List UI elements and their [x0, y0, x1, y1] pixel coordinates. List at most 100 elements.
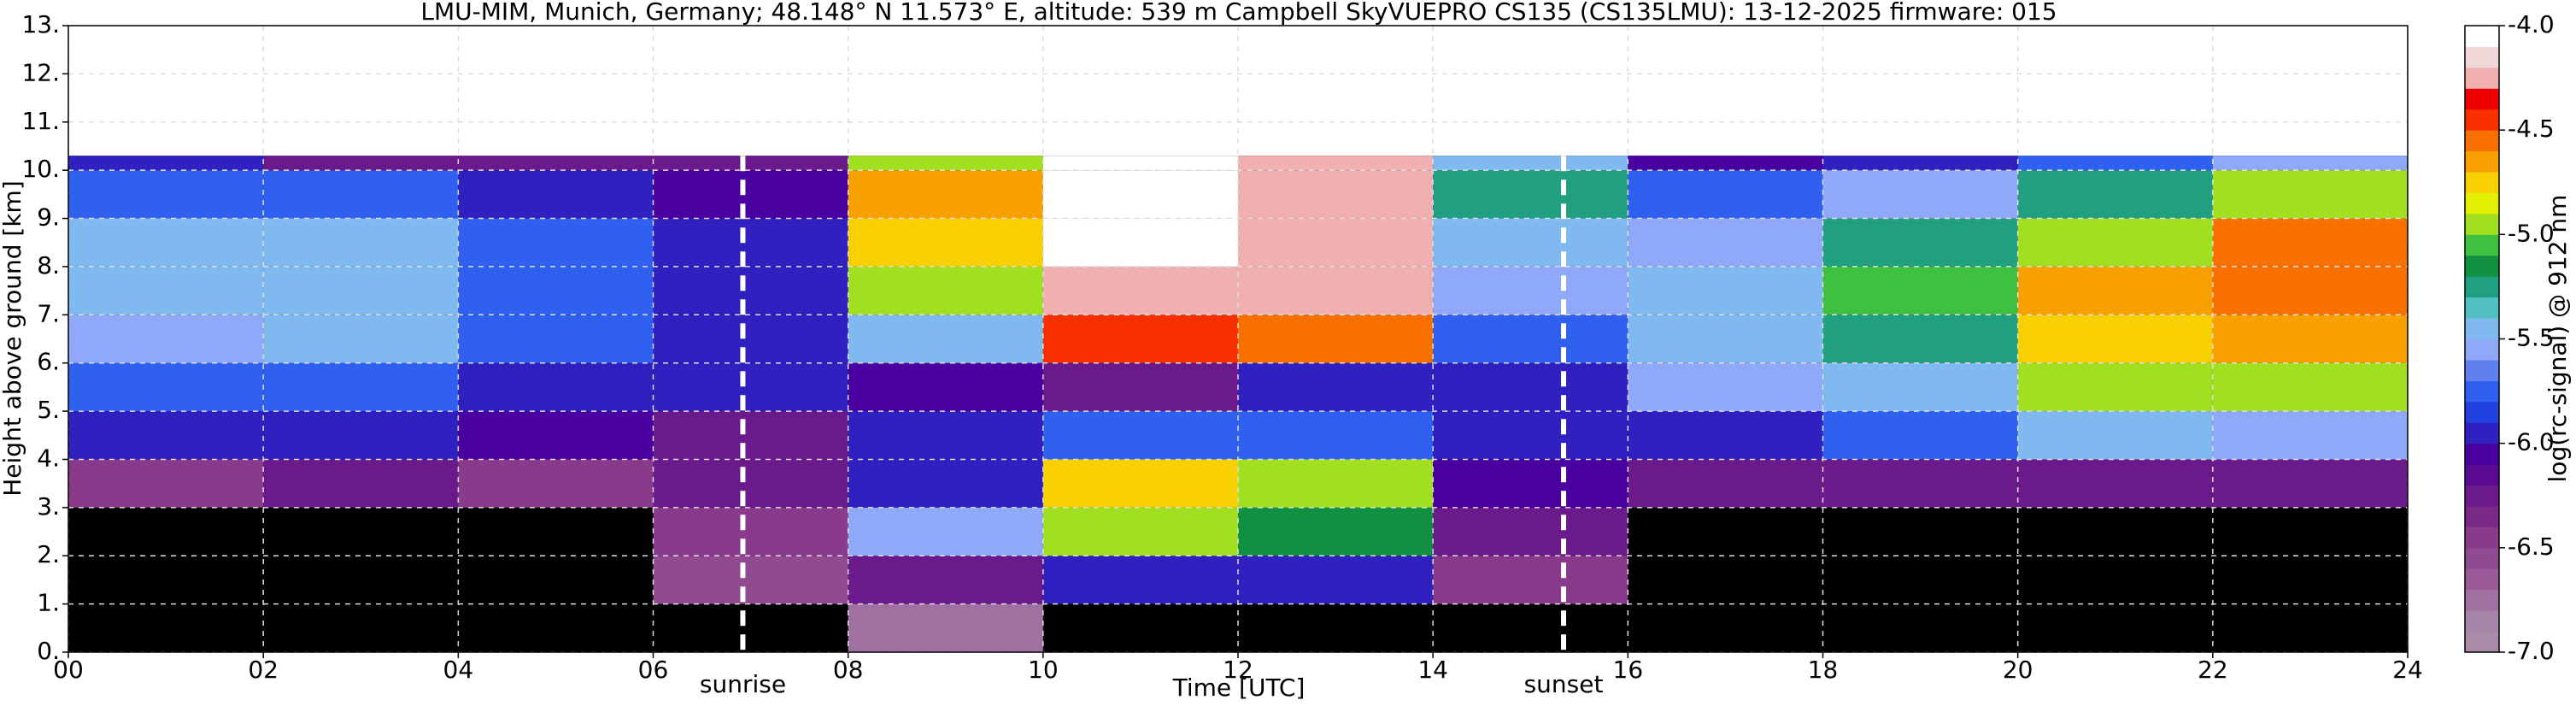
colorbar-tick-label: -5.5	[2508, 324, 2555, 352]
colorbar-swatch	[2465, 46, 2499, 68]
heat-cell	[1433, 556, 1628, 604]
colorbar-swatch	[2465, 505, 2499, 527]
heat-cell	[2212, 315, 2408, 363]
y-tick-label: 7.	[37, 299, 60, 327]
heat-cell	[458, 315, 654, 363]
heat-cell	[1822, 315, 2018, 363]
heat-cell	[263, 266, 459, 315]
heat-cell	[653, 266, 848, 315]
heat-cell	[263, 315, 459, 363]
heat-cell	[458, 411, 654, 460]
heat-cell	[1042, 218, 1238, 267]
heat-cell	[653, 218, 848, 267]
x-tick-label: 22	[2198, 656, 2228, 684]
heat-cell	[848, 507, 1043, 556]
colorbar-swatch	[2465, 318, 2499, 339]
x-tick-label: 14	[1417, 656, 1448, 684]
colorbar-tick-label: -5.0	[2508, 219, 2555, 247]
heat-cell	[653, 156, 848, 171]
x-axis-label: Time [UTC]	[1172, 674, 1306, 702]
heat-cell	[1628, 218, 1823, 267]
colorbar-swatch	[2465, 568, 2499, 591]
heat-cell	[2017, 362, 2213, 412]
heat-cell	[1042, 411, 1238, 460]
x-tick-label: 20	[2003, 656, 2033, 684]
heat-cell	[1238, 170, 1434, 219]
heat-cell	[2212, 459, 2408, 508]
y-tick-label: 11.	[21, 107, 60, 135]
heat-cell	[263, 362, 459, 412]
heat-cell	[1433, 411, 1628, 460]
heat-cell	[263, 459, 459, 508]
heat-cell	[1628, 266, 1823, 315]
x-tick-label: 12	[1223, 656, 1253, 684]
heat-cell	[653, 556, 848, 604]
y-tick-label: 13.	[21, 10, 60, 38]
sun-label: sunset	[1524, 670, 1604, 698]
heat-cell	[68, 218, 264, 267]
heat-cell	[1433, 156, 1628, 171]
heat-cell	[1433, 170, 1628, 219]
colorbar-swatch	[2465, 276, 2499, 298]
heat-cell	[2212, 170, 2408, 219]
heat-cell	[1042, 156, 1238, 171]
heat-cell	[848, 362, 1043, 412]
heat-cell	[1628, 459, 1823, 508]
heat-cell	[458, 362, 654, 412]
heat-cell	[1238, 507, 1434, 556]
colorbar-swatch	[2465, 109, 2499, 131]
y-tick-label: 3.	[37, 492, 60, 521]
heat-cell	[1238, 156, 1434, 171]
colorbar-swatch	[2465, 130, 2499, 152]
colorbar-swatch	[2465, 67, 2499, 89]
y-tick-label: 8.	[37, 251, 60, 279]
heat-cell	[1238, 556, 1434, 604]
colorbar-swatch	[2465, 443, 2499, 465]
y-tick-label: 10.	[21, 155, 60, 183]
heat-cell	[1433, 507, 1628, 556]
heat-cell	[1238, 266, 1434, 315]
x-tick-label: 00	[53, 656, 84, 684]
colorbar-swatch	[2465, 26, 2499, 47]
colorbar-swatch	[2465, 150, 2499, 173]
heat-cell	[1238, 459, 1434, 508]
heat-cell	[1628, 315, 1823, 363]
heat-cell	[848, 411, 1043, 460]
colorbar-swatch	[2465, 192, 2499, 215]
heat-cell	[1822, 411, 2018, 460]
heat-cell	[1628, 411, 1823, 460]
heat-cell	[1433, 459, 1628, 508]
heat-cell	[68, 170, 264, 219]
sun-label: sunrise	[700, 670, 786, 698]
heat-cell	[68, 411, 264, 460]
heat-cell	[848, 459, 1043, 508]
y-tick-label: 6.	[37, 348, 60, 376]
colorbar-swatch	[2465, 172, 2499, 193]
colorbar-swatch	[2465, 610, 2499, 632]
heat-cell	[1822, 156, 2018, 171]
heat-cell	[2017, 459, 2213, 508]
colorbar-swatch	[2465, 255, 2499, 277]
heat-cell	[2017, 218, 2213, 267]
y-axis-label: Height above ground [km]	[0, 180, 26, 497]
heat-cell	[1042, 170, 1238, 219]
colorbar-swatch	[2465, 527, 2499, 549]
colorbar-tick-label: -4.5	[2508, 115, 2555, 143]
colorbar-swatch	[2465, 547, 2499, 569]
heat-cell	[68, 459, 264, 508]
heat-cell	[1042, 362, 1238, 412]
heat-cell	[1042, 459, 1238, 508]
x-tick-label: 24	[2392, 656, 2423, 684]
heat-cell	[1433, 266, 1628, 315]
x-tick-label: 06	[638, 656, 669, 684]
heat-cell	[68, 315, 264, 363]
heat-cell	[1042, 266, 1238, 315]
heat-cell	[653, 315, 848, 363]
heat-cell	[2017, 170, 2213, 219]
x-tick-label: 18	[1808, 656, 1839, 684]
colorbar-swatch	[2465, 338, 2499, 361]
heat-cell	[1042, 507, 1238, 556]
heat-cell	[458, 170, 654, 219]
heat-cell	[2212, 218, 2408, 267]
